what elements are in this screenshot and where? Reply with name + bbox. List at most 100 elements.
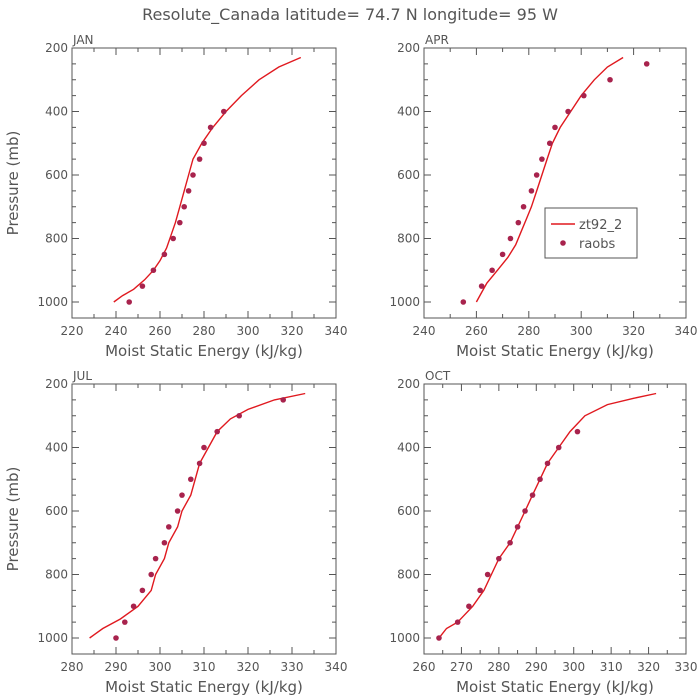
obs-point (139, 587, 146, 594)
x-tick-label: 240 (105, 324, 128, 338)
series-line-zt92_2 (113, 56, 302, 303)
obs-point (466, 603, 472, 610)
series-line-zt92_2 (438, 392, 657, 639)
x-axis-label: Moist Static Energy (kJ/kg) (456, 678, 654, 696)
obs-point (522, 508, 528, 514)
x-tick-label: 340 (325, 660, 348, 674)
x-tick-label: 330 (675, 660, 698, 674)
y-axis-label: Pressure (mb) (4, 467, 22, 572)
obs-point (130, 603, 137, 610)
obs-point (221, 108, 227, 115)
x-tick-label: 240 (413, 324, 436, 338)
obs-point (484, 571, 491, 578)
x-tick-label: 220 (61, 324, 84, 338)
series-line-zt92_2 (89, 392, 306, 639)
y-tick-label: 600 (45, 504, 68, 518)
obs-point (196, 156, 203, 162)
obs-point (207, 124, 214, 131)
y-tick-label: 400 (397, 441, 420, 455)
obs-point (174, 508, 181, 514)
x-tick-label: 300 (562, 660, 585, 674)
x-tick-label: 340 (675, 324, 698, 338)
obs-point (528, 188, 535, 194)
y-tick-label: 800 (45, 568, 68, 582)
obs-point (477, 587, 483, 594)
obs-point (201, 444, 207, 451)
obs-point (150, 267, 157, 274)
obs-point (507, 539, 513, 546)
y-tick-label: 1000 (37, 631, 68, 645)
panels-group: JAN 220 240 260 280 300 320 340 200 400 600 800 1000… (4, 33, 697, 696)
obs-point (177, 219, 183, 226)
panel-jan: JAN 220 240 260 280 300 320 340 200 400 600 800 1000… (4, 33, 347, 360)
obs-point (152, 555, 159, 562)
x-tick-label: 290 (105, 660, 128, 674)
y-axis-label: Pressure (mb) (4, 131, 22, 236)
obs-point (188, 476, 194, 483)
obs-point (454, 619, 461, 625)
y-tick-label: 600 (397, 168, 420, 182)
y-tick-label: 600 (397, 504, 420, 518)
y-tick-label: 800 (397, 568, 420, 582)
obs-point (478, 283, 485, 289)
x-tick-label: 260 (413, 660, 436, 674)
panel-label: APR (425, 33, 449, 47)
x-tick-label: 280 (487, 660, 510, 674)
x-tick-label: 260 (149, 324, 172, 338)
y-tick-label: 1000 (389, 631, 420, 645)
plot-frame (423, 47, 687, 319)
x-tick-label: 320 (637, 660, 660, 674)
obs-point (496, 555, 502, 562)
x-tick-label: 280 (517, 324, 540, 338)
obs-point (161, 251, 168, 258)
obs-point (574, 428, 581, 435)
obs-point (555, 444, 562, 451)
figure-title: Resolute_Canada latitude= 74.7 N longitu… (142, 5, 558, 25)
obs-point (185, 188, 192, 194)
x-tick-label: 300 (570, 324, 593, 338)
obs-point (460, 299, 467, 305)
legend-label-obs: raobs (579, 237, 616, 252)
obs-point (607, 76, 613, 83)
x-tick-label: 300 (237, 324, 260, 338)
legend-point-swatch (560, 240, 566, 246)
x-axis-label: Moist Static Energy (kJ/kg) (105, 342, 303, 360)
x-tick-label: 270 (450, 660, 473, 674)
x-tick-label: 280 (61, 660, 84, 674)
plot-frame (71, 47, 337, 319)
panel-label: JUL (72, 369, 92, 383)
panel-apr: APR 240 260 280 300 320 340 200 400 600 800 1000 Moi… (389, 33, 697, 360)
obs-point (280, 397, 287, 403)
obs-point (148, 571, 154, 578)
x-tick-label: 320 (281, 324, 304, 338)
obs-point (196, 460, 203, 467)
obs-point (515, 219, 522, 226)
obs-point (436, 635, 442, 641)
y-tick-label: 400 (45, 105, 68, 119)
panel-jul: JUL 280 290 300 310 320 330 340 200 400 600 800 1000… (4, 369, 347, 696)
x-tick-label: 330 (281, 660, 304, 674)
x-tick-label: 260 (465, 324, 488, 338)
obs-point (126, 299, 132, 305)
x-tick-label: 340 (325, 324, 348, 338)
obs-point (546, 140, 553, 147)
x-tick-label: 290 (525, 660, 548, 674)
series-line-zt92_2 (475, 56, 624, 303)
obs-point (565, 108, 571, 115)
obs-point (507, 235, 514, 242)
obs-point (643, 61, 650, 67)
y-tick-label: 200 (45, 41, 68, 55)
x-tick-label: 280 (193, 324, 216, 338)
y-tick-label: 200 (397, 41, 420, 55)
obs-point (161, 539, 168, 546)
x-axis-label: Moist Static Energy (kJ/kg) (105, 678, 303, 696)
obs-point (181, 203, 187, 210)
obs-point (514, 524, 521, 530)
obs-point (520, 203, 527, 210)
x-tick-label: 310 (193, 660, 216, 674)
obs-point (539, 156, 545, 162)
y-tick-label: 200 (397, 377, 420, 391)
y-tick-label: 1000 (37, 295, 68, 309)
